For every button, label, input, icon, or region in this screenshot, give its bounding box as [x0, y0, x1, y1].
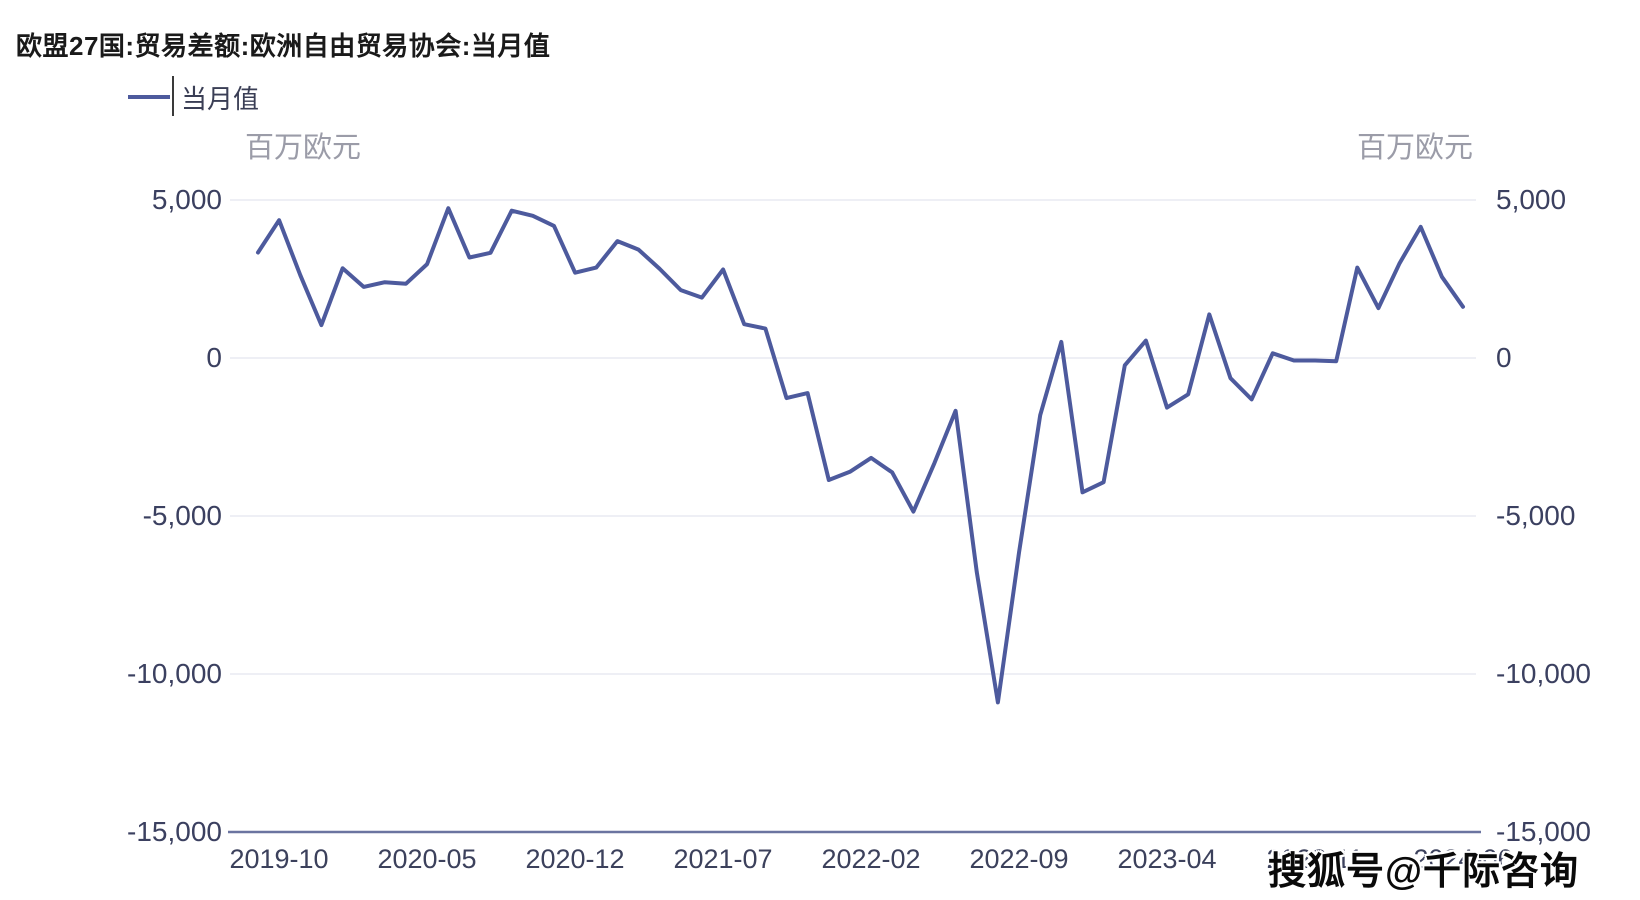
x-tick-label: 2022-09	[969, 844, 1069, 874]
y-tick-label-left: 5,000	[151, 184, 222, 215]
y-tick-label-right: -5,000	[1496, 500, 1576, 531]
y-tick-label-left: 0	[206, 342, 222, 373]
x-tick-label: 2022-02	[821, 844, 921, 874]
x-tick-label: 2020-12	[525, 844, 625, 874]
x-tick-label: 2024-06	[1413, 844, 1513, 874]
x-tick-label: 2020-05	[377, 844, 477, 874]
y-axis-unit-right: 百万欧元	[1356, 132, 1473, 164]
y-tick-label-left: -10,000	[127, 658, 222, 689]
legend-line-marker	[128, 95, 170, 99]
x-tick-label: 2021-07	[673, 844, 773, 874]
legend-label: 当月值	[181, 83, 260, 114]
watermark: 搜狐号@千际咨询	[1268, 851, 1580, 893]
legend[interactable]: 当月值	[128, 76, 259, 116]
y-tick-label-right: 0	[1496, 342, 1512, 373]
y-axis-unit-left: 百万欧元	[245, 132, 362, 164]
chart-title: 欧盟27国:贸易差额:欧洲自由贸易协会:当月值	[16, 31, 551, 61]
series-line	[256, 206, 1465, 705]
y-tick-label-left: -5,000	[142, 500, 222, 531]
x-tick-label: 2023-11	[1266, 844, 1364, 874]
x-tick-label: 2023-04	[1117, 844, 1217, 874]
y-tick-label-right: 5,000	[1496, 184, 1567, 215]
text-cursor-artifact	[172, 76, 174, 116]
y-tick-label-right: -15,000	[1496, 816, 1591, 847]
x-tick-label: 2019-10	[229, 844, 329, 874]
y-tick-label-right: -10,000	[1496, 658, 1591, 689]
y-tick-label-left: -15,000	[127, 816, 222, 847]
